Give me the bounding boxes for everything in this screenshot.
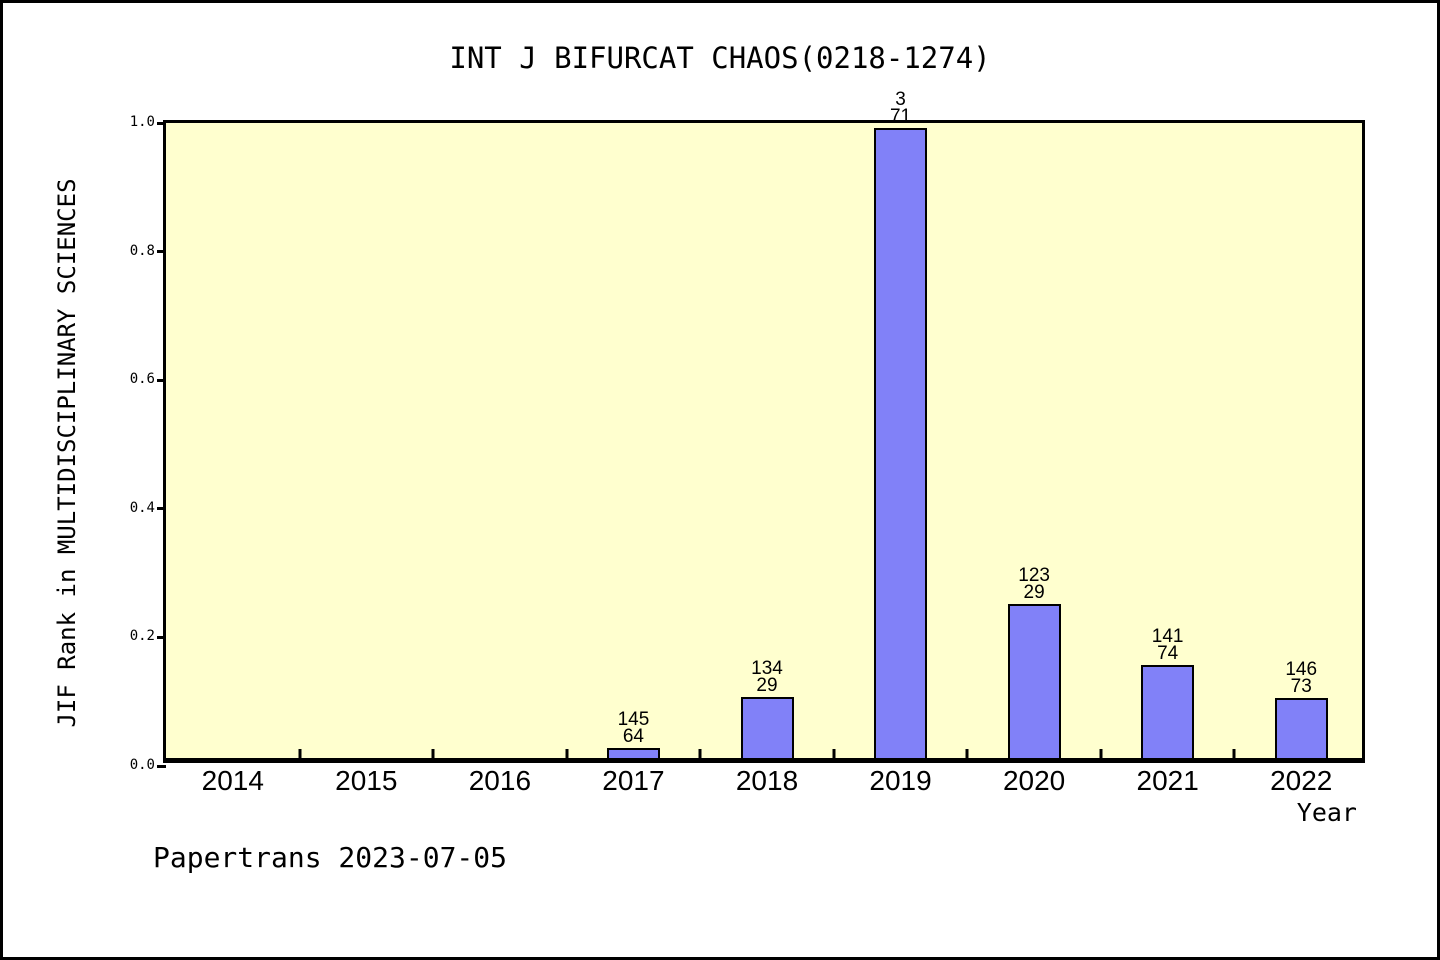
y-axis-tick [157,121,166,125]
x-category-label-2022: 2022 [1270,765,1333,796]
bar-2017 [606,748,660,758]
bar-value-label-2020: 123 29 [1018,565,1050,603]
y-tick-label: 0.6 [129,371,155,388]
bar-2022 [1274,698,1328,758]
y-tick-label: 1.0 [129,114,155,130]
x-axis-tick [298,749,302,758]
bar-value-label-2017: 145 64 [617,709,650,747]
y-tick-label: 0.2 [129,628,155,645]
chart-title: INT J BIFURCAT CHAOS(0218-1274) [449,41,991,75]
x-category-label-2016: 2016 [468,765,532,796]
y-axis-tick [157,250,166,254]
x-category-label-2021: 2021 [1136,765,1199,796]
bar-value-label-2019: 3 71 [889,89,912,127]
x-category-label-2020: 2020 [1002,765,1066,796]
x-axis-title: Year [1296,798,1357,827]
x-category-label-2019: 2019 [869,765,932,796]
y-axis-tick [157,635,166,639]
bar-value-label-2022: 146 73 [1285,659,1318,697]
y-tick-label: 0.0 [129,757,155,773]
x-category-label-2015: 2015 [335,765,398,796]
y-axis-title: JIF Rank in MULTIDISCIPLINARY SCIENCES [53,178,81,728]
x-axis-tick [965,749,969,758]
y-axis-tick [157,378,166,382]
x-axis-tick [431,749,435,758]
plot-area: 0.0 0.2 0.4 0.6 0.8 1.0 2014 2015 2016 2017 145 64… [130,90,1365,796]
bar-2020 [1007,604,1061,758]
x-category-label-2018: 2018 [735,765,799,796]
y-tick-label: 0.4 [129,499,155,516]
bar-2021 [1141,665,1195,758]
y-tick-label: 0.8 [129,242,155,259]
bar-value-label-2021: 141 74 [1151,626,1184,664]
x-axis-tick [1232,749,1236,758]
x-axis-tick [698,749,702,758]
x-category-label-2014: 2014 [201,765,264,796]
y-axis-tick [157,507,166,511]
x-axis-tick [832,749,836,758]
bar-2018 [740,697,794,758]
bar-value-label-2018: 134 29 [751,658,783,696]
footer-note: Papertrans 2023-07-05 [153,841,508,874]
bar-2019 [874,128,928,758]
x-axis-tick [565,749,569,758]
x-axis-tick [1099,749,1103,758]
x-category-label-2017: 2017 [602,765,665,796]
y-axis-tick [157,764,166,768]
